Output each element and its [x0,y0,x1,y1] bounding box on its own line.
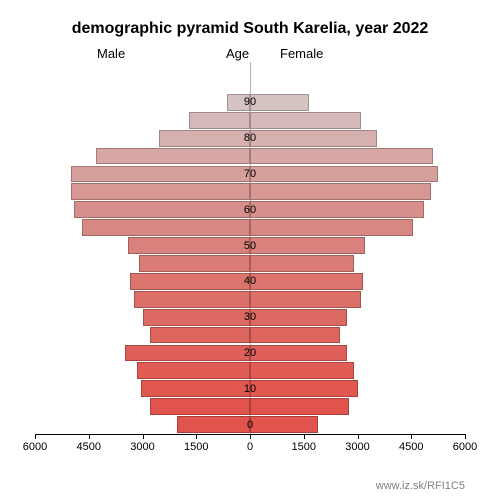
bar-row [35,398,465,415]
x-tick-label: 4500 [77,441,101,453]
label-age: Age [226,46,249,61]
bar-female [250,291,361,308]
bar-row [35,112,465,129]
bar-male [74,201,250,218]
age-label: 0 [230,419,270,431]
label-male: Male [97,46,125,61]
bar-male [82,219,250,236]
bar-male [189,112,250,129]
bar-male [150,398,250,415]
bar-male [96,148,250,165]
bar-male [71,183,250,200]
bar-male [137,362,250,379]
pyramid-chart: demographic pyramid South Karelia, year … [0,0,500,500]
bar-female [250,148,433,165]
label-female: Female [280,46,323,61]
age-label: 80 [230,132,270,144]
x-tick-label: 1500 [292,441,316,453]
bar-row [35,291,465,308]
bar-row [35,148,465,165]
bar-female [250,327,340,344]
x-axis: 015001500300030004500450060006000 [35,434,465,435]
x-tick-label: 6000 [23,441,47,453]
x-tick [465,434,466,439]
x-tick-label: 0 [247,441,253,453]
bar-female [250,255,354,272]
x-tick [304,434,305,439]
age-label: 50 [230,240,270,252]
watermark: www.iz.sk/RFI1C5 [376,480,465,492]
bar-female [250,219,413,236]
bar-male [150,327,250,344]
age-label: 90 [230,96,270,108]
bar-female [250,362,354,379]
bar-row [35,327,465,344]
bar-female [250,398,349,415]
x-tick-label: 1500 [184,441,208,453]
x-tick-label: 4500 [399,441,423,453]
age-label: 20 [230,347,270,359]
bar-male [71,166,250,183]
bar-female [250,183,431,200]
age-label: 30 [230,311,270,323]
x-tick [250,434,251,439]
x-tick-label: 3000 [130,441,154,453]
age-label: 70 [230,168,270,180]
x-tick [35,434,36,439]
bar-male [139,255,250,272]
x-tick-label: 6000 [453,441,477,453]
bar-female [250,166,438,183]
x-tick [196,434,197,439]
chart-title: demographic pyramid South Karelia, year … [0,20,500,38]
x-tick [89,434,90,439]
x-tick [358,434,359,439]
x-tick [411,434,412,439]
bar-row [35,219,465,236]
bar-row [35,183,465,200]
bar-row [35,255,465,272]
bar-row [35,362,465,379]
age-label: 60 [230,204,270,216]
bar-female [250,112,361,129]
bar-female [250,201,424,218]
age-label: 40 [230,275,270,287]
x-tick-label: 3000 [345,441,369,453]
x-tick [143,434,144,439]
plot-area: 0 10 20 30 40 50 60 70 80 90 [35,62,465,434]
bar-male [134,291,250,308]
age-label: 10 [230,383,270,395]
